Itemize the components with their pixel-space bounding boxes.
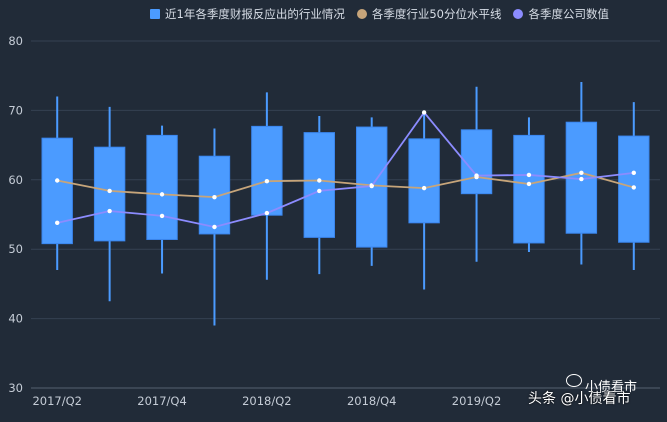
x-tick-label: 2017/Q4 (137, 394, 187, 408)
watermark: 头条 @小债看市 (528, 391, 631, 407)
series-point-0 (421, 185, 427, 191)
legend-label-company: 各季度公司数值 (528, 7, 609, 21)
series-point-1 (421, 110, 427, 115)
series-point-1 (212, 224, 217, 230)
series-point-0 (159, 192, 165, 197)
legend-label-box: 近1年各季度财报反应出的行业情况 (165, 7, 345, 21)
legend-item-company[interactable]: 各季度公司数值 (513, 6, 609, 22)
series-point-1 (631, 170, 636, 176)
series-point-1 (264, 210, 270, 216)
series-point-0 (264, 178, 270, 184)
box-body (303, 132, 335, 238)
legend-label-median: 各季度行业50分位水平线 (371, 7, 502, 21)
box-body (93, 146, 126, 242)
series-line-1 (57, 111, 634, 228)
series-point-0 (631, 185, 636, 190)
x-tick-label: 2018/Q4 (347, 394, 397, 408)
box-body (146, 134, 178, 240)
series-point-1 (107, 208, 112, 214)
watermark-top: 小债看市 (585, 380, 638, 395)
x-tick-label: 2017/Q2 (32, 394, 82, 408)
x-tick-label: 2019/Q2 (452, 394, 502, 408)
series-point-1 (369, 183, 374, 189)
series-point-1 (579, 176, 584, 182)
y-tick-label: 50 (8, 242, 23, 256)
box-body (513, 134, 545, 244)
series-point-1 (159, 213, 165, 219)
chart-legend: 近1年各季度财报反应出的行业情况 各季度行业50分位水平线 各季度公司数值 (150, 6, 609, 22)
series-point-1 (317, 188, 322, 194)
series-point-1 (526, 172, 532, 178)
series-point-0 (212, 194, 217, 200)
series-point-0 (526, 181, 532, 187)
legend-item-box[interactable]: 近1年各季度财报反应出的行业情况 (150, 6, 345, 22)
wechat-icon (566, 374, 582, 387)
x-tick-label: 2018/Q2 (242, 394, 292, 408)
box-body (41, 137, 73, 245)
series-point-1 (474, 173, 479, 178)
y-tick-label: 70 (8, 103, 23, 117)
series-point-0 (107, 188, 112, 194)
legend-swatch-company (513, 9, 524, 19)
legend-item-median[interactable]: 各季度行业50分位水平线 (356, 6, 502, 22)
y-tick-label: 80 (8, 34, 23, 48)
series-line-0 (57, 171, 635, 199)
box-body (460, 129, 493, 195)
box-body (251, 125, 283, 216)
y-tick-label: 60 (8, 173, 23, 187)
box-body (408, 138, 440, 224)
series-point-0 (55, 178, 60, 183)
y-tick-label: 40 (8, 312, 23, 326)
y-tick-label: 30 (8, 381, 23, 395)
legend-swatch-median (356, 9, 367, 19)
series-point-1 (55, 220, 60, 226)
series-point-0 (579, 170, 584, 176)
series-point-0 (317, 178, 322, 183)
legend-swatch-box (150, 9, 160, 19)
